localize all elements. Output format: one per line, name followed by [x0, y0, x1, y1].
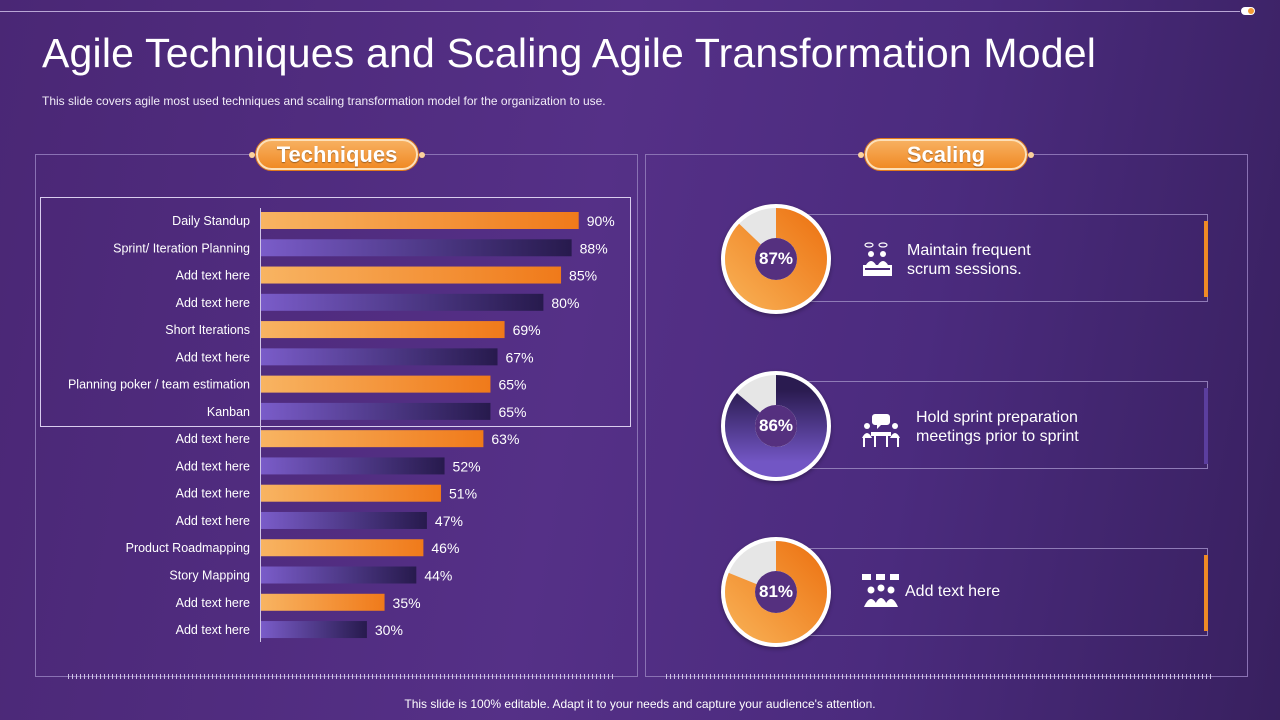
scaling-donut-2-arc [725, 375, 827, 477]
category-label-1: Daily Standup [172, 214, 250, 228]
scaling-donut-3-label: 81% [758, 582, 794, 601]
scaling-card-2-line2: meetings prior to sprint [916, 428, 1079, 445]
value-label-12: 47% [435, 513, 463, 529]
value-label-15: 35% [393, 595, 421, 611]
scaling-header: Scaling [858, 139, 1034, 170]
top-indicator-dot [1241, 7, 1255, 15]
category-label-13: Product Roadmapping [126, 541, 250, 555]
value-label-9: 63% [491, 431, 519, 447]
scaling-card-2-line1: Hold sprint preparation [916, 409, 1078, 426]
page-title: Agile Techniques and Scaling Agile Trans… [42, 30, 1097, 76]
techniques-header: Techniques [249, 139, 425, 170]
scaling-card-3-accent [1204, 555, 1208, 631]
scaling-card-3-line1: Add text here [905, 583, 1001, 600]
scaling-donut-3-graphic [725, 541, 827, 643]
bar-1 [261, 212, 579, 229]
bar-11 [261, 484, 442, 502]
category-label-15: Add text here [176, 596, 250, 610]
top-techniques-highlight-box [40, 197, 631, 427]
top-divider-line [0, 11, 1240, 12]
scaling-donut-1-graphic [725, 208, 827, 310]
discussion-icon [862, 414, 900, 447]
value-label-7: 65% [498, 377, 526, 393]
bar-4 [261, 293, 544, 311]
value-label-16: 30% [375, 622, 403, 638]
bar-12 [261, 511, 427, 529]
value-label-8: 65% [498, 404, 526, 420]
techniques-bar-chart: Daily Standup 90% Sprint/ Iteration Planni… [68, 208, 615, 642]
bar-16 [261, 621, 367, 639]
scaling-card-1-text: Maintain frequent scrum sessions. [907, 241, 1031, 279]
left-bottom-dashes [68, 674, 616, 679]
page-subtitle: This slide covers agile most used techni… [42, 94, 606, 108]
scaling-donut-2-graphic [725, 375, 827, 477]
right-bottom-dashes [666, 674, 1214, 679]
meeting-icon [863, 242, 892, 276]
value-label-3: 85% [569, 268, 597, 284]
bar-2 [261, 239, 572, 257]
category-label-11: Add text here [176, 487, 250, 501]
bar-8 [261, 402, 491, 420]
bar-9 [261, 430, 484, 448]
bar-15 [261, 593, 385, 611]
category-label-7: Planning poker / team estimation [68, 378, 250, 392]
category-label-12: Add text here [176, 514, 250, 528]
scaling-card-3: Add text here [775, 548, 1208, 636]
value-label-5: 69% [513, 322, 541, 338]
category-label-9: Add text here [176, 432, 250, 446]
value-label-13: 46% [431, 540, 459, 556]
category-label-3: Add text here [176, 269, 250, 283]
scaling-donut-3-arc [725, 541, 827, 643]
scaling-card-2-accent [1204, 388, 1208, 464]
scaling-card-1-line2: scrum sessions. [907, 261, 1022, 278]
value-label-14: 44% [424, 568, 452, 584]
scaling-card-1-line1: Maintain frequent [907, 242, 1031, 259]
category-label-2: Sprint/ Iteration Planning [113, 241, 250, 255]
bar-5 [261, 321, 505, 339]
scaling-card-1-accent [1204, 221, 1208, 297]
scaling-card-1: Maintain frequent scrum sessions. [775, 214, 1208, 302]
value-label-2: 88% [580, 240, 608, 256]
scaling-donut-1-label: 87% [758, 249, 794, 268]
value-label-1: 90% [587, 213, 615, 229]
scaling-donut-3: 81% [721, 537, 831, 647]
bar-7 [261, 375, 491, 393]
scaling-card-3-text: Add text here [905, 582, 1000, 601]
category-label-10: Add text here [176, 459, 250, 473]
category-label-16: Add text here [176, 623, 250, 637]
bar-10 [261, 457, 445, 475]
category-label-6: Add text here [176, 350, 250, 364]
bar-13 [261, 539, 424, 557]
value-label-10: 52% [453, 458, 481, 474]
bar-3 [261, 266, 562, 284]
scaling-donut-2-label: 86% [758, 416, 794, 435]
category-label-14: Story Mapping [169, 569, 250, 583]
category-label-8: Kanban [207, 405, 250, 419]
scaling-card-2: Hold sprint preparation meetings prior t… [775, 381, 1208, 469]
scaling-donut-1: 87% [721, 204, 831, 314]
bar-14 [261, 566, 417, 584]
value-label-6: 67% [506, 349, 534, 365]
team-icon [862, 574, 899, 607]
category-label-5: Short Iterations [165, 323, 250, 337]
footer-note: This slide is 100% editable. Adapt it to… [404, 697, 876, 711]
category-label-4: Add text here [176, 296, 250, 310]
scaling-donut-1-arc [725, 208, 827, 310]
value-label-11: 51% [449, 486, 477, 502]
scaling-donut-2: 86% [721, 371, 831, 481]
scaling-card-2-text: Hold sprint preparation meetings prior t… [916, 408, 1079, 446]
value-label-4: 80% [551, 295, 579, 311]
bar-6 [261, 348, 498, 366]
